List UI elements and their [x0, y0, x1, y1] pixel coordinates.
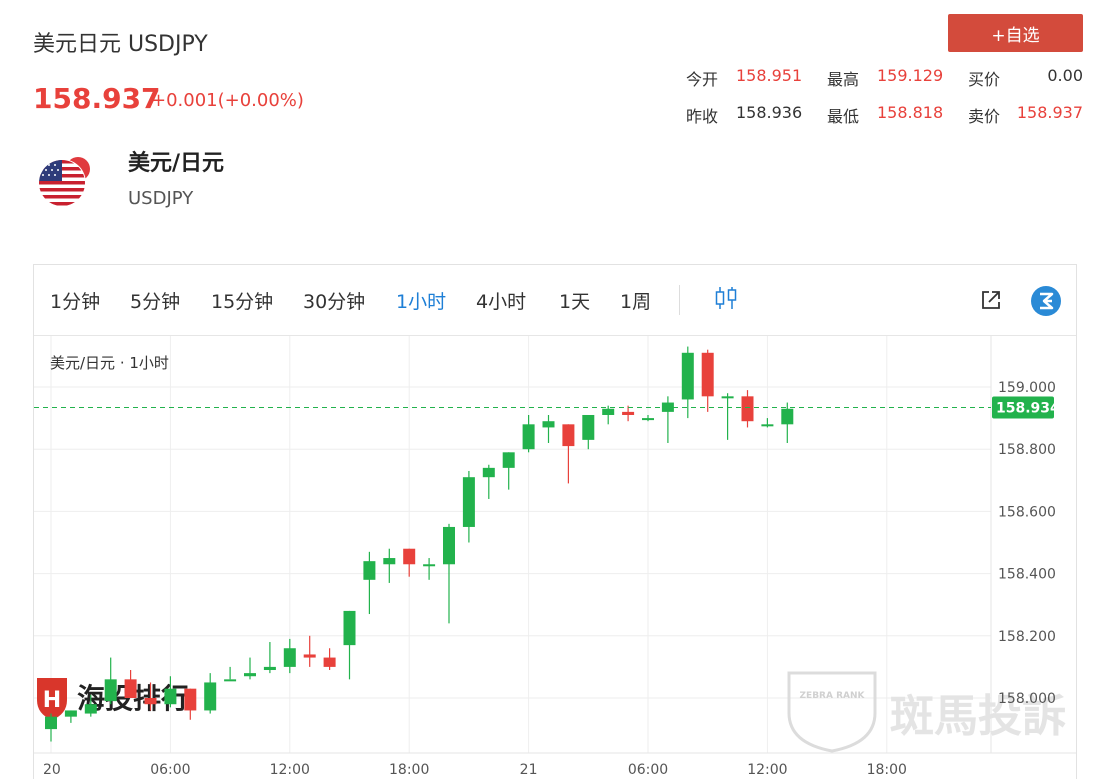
- pair-name: 美元/日元: [128, 151, 225, 176]
- last-price-tag: [992, 396, 1054, 419]
- x-tick-label: 12:00: [270, 762, 310, 778]
- zebra-badge-text: ZEBRA RANK: [800, 691, 866, 701]
- x-tick-label: 06:00: [628, 762, 668, 778]
- candle-body: [323, 657, 336, 667]
- price-change: +0.001(+0.00%): [151, 90, 304, 111]
- candle-body: [423, 564, 436, 567]
- ask-label: 卖价: [968, 107, 1001, 126]
- candle-body: [144, 698, 157, 705]
- candle-body: [124, 679, 137, 698]
- tab-15min[interactable]: 15分钟: [211, 291, 274, 313]
- y-tick-label: 158.000: [998, 691, 1056, 707]
- candle-body: [681, 352, 694, 400]
- y-tick-label: 158.400: [998, 567, 1056, 583]
- chart-legend: 美元/日元 · 1小时: [50, 354, 169, 372]
- open-value: 158.951: [736, 66, 803, 85]
- y-tick-label: 158.800: [998, 442, 1056, 458]
- shield-letter: H: [43, 688, 61, 713]
- candle-body: [224, 679, 237, 682]
- candle-body: [761, 424, 774, 427]
- chart-toolbar: 1分钟 5分钟 15分钟 30分钟 1小时 4小时 1天 1周: [34, 265, 1076, 336]
- last-price-label: 158.934: [996, 401, 1060, 417]
- open-external-icon[interactable]: [980, 289, 1002, 311]
- x-tick-label: 12:00: [747, 762, 787, 778]
- y-tick-label: 158.200: [998, 629, 1056, 645]
- high-label: 最高: [827, 70, 860, 89]
- page-title: 美元日元 USDJPY: [33, 32, 208, 57]
- candle-body: [721, 396, 734, 399]
- high-value: 159.129: [877, 66, 944, 85]
- candle-body: [542, 421, 555, 428]
- add-favorite-button[interactable]: +自选: [948, 14, 1083, 52]
- candle-body: [741, 396, 754, 422]
- x-tick-label: 18:00: [867, 762, 907, 778]
- candle-body: [164, 688, 177, 705]
- candle-body: [443, 526, 455, 565]
- candle-body: [84, 704, 97, 714]
- tab-4hour[interactable]: 4小时: [476, 291, 527, 313]
- x-tick-label: 18:00: [389, 762, 429, 778]
- candle-body: [462, 477, 475, 527]
- candle-body: [204, 682, 217, 711]
- candle-body: [45, 716, 57, 730]
- low-label: 最低: [827, 107, 860, 126]
- zebra-logo-icon[interactable]: [1030, 285, 1062, 317]
- tab-30min[interactable]: 30分钟: [303, 291, 366, 313]
- candle-body: [244, 673, 256, 677]
- pair-code: USDJPY: [128, 188, 194, 209]
- tab-1hour[interactable]: 1小时: [396, 291, 447, 313]
- candle-body: [502, 452, 515, 468]
- tab-1min[interactable]: 1分钟: [50, 291, 101, 313]
- candle-body: [582, 414, 595, 440]
- candle-body: [403, 548, 416, 565]
- toolbar-divider: [679, 285, 680, 315]
- x-tick-label: 06:00: [150, 762, 190, 778]
- open-label: 今开: [686, 70, 719, 89]
- candlestick-type-icon[interactable]: [714, 285, 738, 311]
- tab-1week[interactable]: 1周: [620, 291, 652, 313]
- prev-close-label: 昨收: [686, 107, 719, 126]
- watermark-right-text: 斑馬投訴: [890, 691, 1066, 742]
- candle-body: [104, 679, 117, 702]
- candle-body: [482, 467, 495, 478]
- y-tick-label: 158.600: [998, 504, 1056, 520]
- candle-body: [343, 610, 356, 646]
- tab-5min[interactable]: 5分钟: [130, 291, 181, 313]
- candle-body: [184, 688, 197, 711]
- bid-value: 0.00: [1047, 66, 1083, 85]
- ask-value: 158.937: [1016, 103, 1083, 122]
- prev-close-value: 158.936: [736, 103, 803, 122]
- candle-body: [701, 352, 714, 397]
- x-tick-label: 20: [43, 762, 61, 778]
- candle-body: [562, 424, 575, 447]
- candle-body: [263, 666, 276, 671]
- candle-body: [622, 411, 635, 415]
- candle-body: [522, 424, 535, 450]
- zebra-badge-icon: [787, 671, 877, 753]
- candle-body: [283, 648, 296, 667]
- bid-label: 买价: [968, 70, 1001, 89]
- chart-widget: 1分钟 5分钟 15分钟 30分钟 1小时 4小时 1天 1周 H 海投排行 ZEB…: [33, 264, 1077, 779]
- candle-body: [363, 561, 376, 580]
- shield-logo-icon: [37, 678, 67, 720]
- y-tick-label: 159.000: [998, 380, 1056, 396]
- candle-body: [383, 558, 396, 565]
- candle-body: [303, 654, 316, 658]
- current-price: 158.937: [33, 82, 161, 115]
- us-jp-flag-icon: [38, 155, 92, 207]
- candle-body: [64, 710, 77, 717]
- candle-body: [602, 408, 615, 415]
- x-tick-label: 21: [520, 762, 538, 778]
- tab-1day[interactable]: 1天: [559, 291, 591, 313]
- low-value: 158.818: [877, 103, 944, 122]
- candle-body: [781, 408, 794, 425]
- candle-body: [642, 418, 654, 421]
